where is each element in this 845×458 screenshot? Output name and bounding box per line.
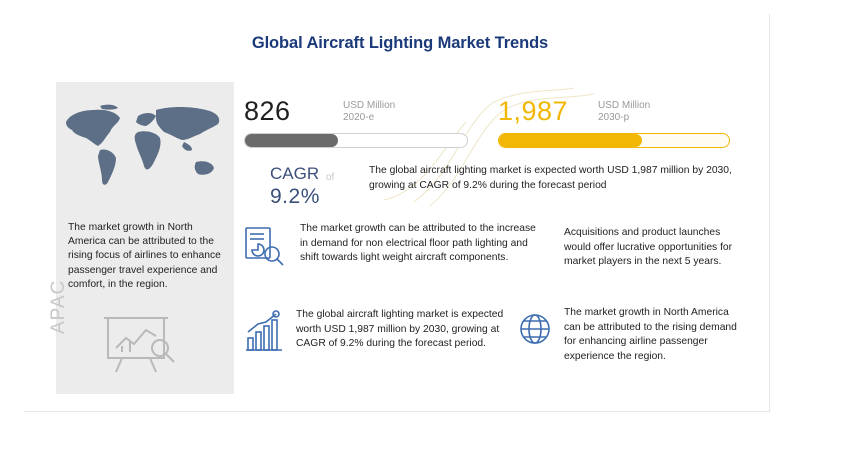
market-bar-fill-2020 <box>245 134 339 147</box>
year-label: 2030-p <box>598 111 630 123</box>
unit-label: USD Million <box>343 100 396 111</box>
insight-4-text: The market growth in North America can b… <box>564 307 737 362</box>
market-unit-2030: USD Million 2030-p <box>598 100 650 123</box>
insight-3-text: The global aircraft lighting market is e… <box>296 309 504 350</box>
insight-2-text: Acquisitions and product launches would … <box>564 227 733 268</box>
world-map-icon <box>66 104 220 185</box>
insight-1-text: The market growth can be attributed to t… <box>300 223 536 264</box>
page-title: Global Aircraft Lighting Market Trends <box>251 34 549 52</box>
metrics-area: 826 USD Million 2020-e 1,987 USD Million… <box>234 0 748 458</box>
cagr-of: of <box>326 172 335 183</box>
cagr-value: 9.2% <box>270 185 320 208</box>
cagr-summary: The global aircraft lighting market is e… <box>369 165 732 191</box>
market-value-2030: 1,987 <box>498 96 569 126</box>
globe-icon <box>520 314 550 344</box>
decorative-curves <box>383 87 595 207</box>
cagr-label: CAGR <box>270 164 320 183</box>
region-label: APAC <box>48 279 69 334</box>
market-bar-2020 <box>244 133 468 148</box>
left-panel-description: The market growth in North America can b… <box>68 222 221 290</box>
left-panel: The market growth in North America can b… <box>48 82 234 394</box>
market-value-2020: 826 <box>244 96 291 126</box>
market-unit-2020: USD Million 2020-e <box>343 100 395 123</box>
unit-label: USD Million <box>598 100 651 111</box>
analysis-report-icon <box>245 227 284 266</box>
year-label: 2020-e <box>343 111 375 123</box>
infographic-card <box>24 14 770 412</box>
growth-chart-icon <box>246 310 282 351</box>
market-bar-2030 <box>498 133 730 148</box>
analytics-board-icon <box>104 317 175 373</box>
market-bar-fill-2030 <box>499 134 642 147</box>
